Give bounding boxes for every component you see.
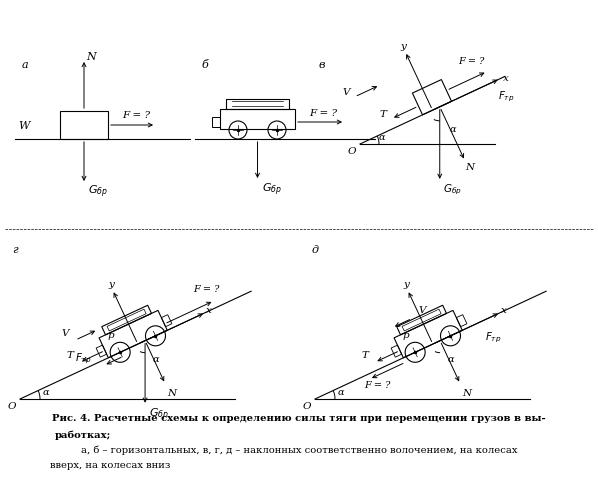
Text: $G_{бр}$: $G_{бр}$ (88, 183, 108, 200)
Text: $G_{бр}$: $G_{бр}$ (261, 182, 282, 198)
Text: W: W (18, 121, 29, 131)
Text: α: α (152, 354, 160, 363)
Text: д: д (312, 244, 319, 255)
Text: x: x (504, 74, 509, 83)
Text: T: T (66, 350, 73, 359)
Text: α: α (450, 125, 456, 134)
Text: V: V (343, 88, 350, 97)
Text: V: V (419, 305, 426, 315)
Text: O: O (8, 402, 16, 410)
Text: α: α (379, 132, 385, 141)
Text: N: N (86, 52, 96, 62)
Text: N: N (466, 162, 475, 171)
Text: р: р (403, 330, 410, 339)
Text: F = ?: F = ? (309, 109, 337, 118)
Text: вверх, на колесах вниз: вверх, на колесах вниз (50, 461, 170, 469)
Text: б: б (202, 60, 208, 70)
Text: F = ?: F = ? (193, 285, 219, 294)
Text: $F_{тр}$: $F_{тр}$ (75, 350, 92, 365)
Text: O: O (348, 147, 356, 156)
Text: O: O (303, 402, 311, 410)
Text: N: N (462, 389, 472, 397)
Text: р: р (108, 330, 115, 339)
Text: работках;: работках; (55, 429, 111, 439)
Text: N: N (167, 389, 176, 397)
Text: г: г (12, 244, 18, 255)
Text: Рис. 4. Расчетные схемы к определению силы тяги при перемещении грузов в вы-: Рис. 4. Расчетные схемы к определению си… (52, 414, 546, 423)
Text: T: T (380, 110, 387, 119)
Text: $G_{бр}$: $G_{бр}$ (149, 406, 169, 422)
Text: α: α (338, 388, 344, 397)
Text: $F_{тр}$: $F_{тр}$ (498, 89, 514, 104)
Text: F = ?: F = ? (122, 111, 150, 120)
Text: F = ?: F = ? (458, 57, 484, 66)
Text: y: y (108, 280, 114, 289)
Text: x: x (501, 305, 507, 314)
Text: а: а (22, 60, 28, 70)
Text: y: y (401, 42, 407, 51)
Text: $F_{тр}$: $F_{тр}$ (485, 330, 501, 344)
Text: а, б – горизонтальных, в, г, д – наклонных соответственно волочением, на колесах: а, б – горизонтальных, в, г, д – наклонн… (81, 444, 517, 454)
Text: T: T (361, 350, 368, 359)
Text: $G_{бр}$: $G_{бр}$ (443, 182, 462, 197)
Text: V: V (62, 328, 69, 337)
Text: α: α (42, 388, 49, 397)
Text: y: y (403, 280, 409, 289)
Text: x: x (206, 305, 212, 314)
Text: в: в (319, 60, 325, 70)
Text: F = ?: F = ? (364, 380, 390, 389)
Text: α: α (448, 354, 454, 363)
